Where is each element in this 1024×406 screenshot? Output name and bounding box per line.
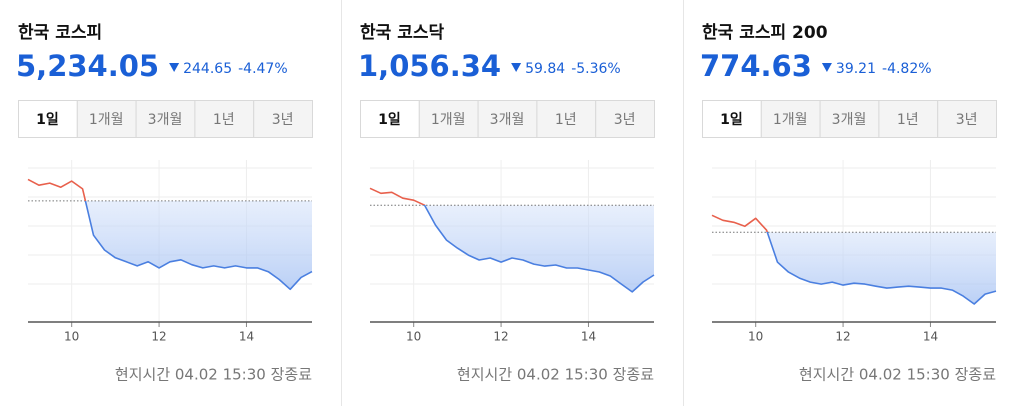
change-pct: -4.47% — [238, 61, 288, 77]
tab[interactable] — [702, 100, 762, 138]
change-pct: -5.36% — [571, 61, 621, 77]
tab-label[interactable]: 3개월 — [832, 112, 867, 128]
tab[interactable] — [536, 100, 597, 138]
tab-label[interactable]: 1년 — [897, 112, 919, 128]
tab-label[interactable]: 3개월 — [490, 112, 525, 128]
footer: 현지시간 04.02 15:30 장종료 — [457, 366, 654, 384]
index-price: 5,234.05 — [16, 49, 159, 83]
change: 244.65 — [183, 61, 232, 77]
x-tick-label: 14 — [581, 330, 596, 344]
tab-label[interactable]: 3년 — [272, 112, 294, 128]
index-card: 한국 코스피 5,234.05 244.65 -4.47% 1일 1개월 3개월 1년 3년 10… — [16, 23, 313, 384]
footer: 현지시간 04.02 15:30 장종료 — [799, 366, 996, 384]
tab-label[interactable]: 1개월 — [773, 112, 808, 128]
tab-label[interactable]: 1일 — [720, 112, 743, 128]
down-arrow — [169, 63, 180, 72]
tab-label[interactable]: 1개월 — [89, 112, 124, 128]
index-title: 한국 코스피 — [18, 23, 102, 43]
tab-label[interactable]: 3개월 — [148, 112, 183, 128]
tab-label[interactable]: 3년 — [614, 112, 636, 128]
tab-label[interactable]: 1년 — [555, 112, 577, 128]
x-tick-label: 12 — [835, 330, 850, 344]
x-tick-label: 10 — [748, 330, 763, 344]
footer: 현지시간 04.02 15:30 장종료 — [115, 366, 312, 384]
x-tick-label: 12 — [151, 330, 166, 344]
index-title: 한국 코스피 200 — [702, 23, 828, 43]
down-arrow — [821, 63, 832, 72]
tab[interactable] — [18, 100, 78, 138]
x-tick-label: 10 — [406, 330, 421, 344]
area — [424, 205, 654, 292]
tab[interactable] — [253, 100, 313, 138]
change-pct: -4.82% — [882, 61, 932, 77]
down-arrow — [511, 63, 522, 72]
tab-label[interactable]: 1일 — [378, 112, 401, 128]
x-tick-label: 14 — [239, 330, 254, 344]
tab-label[interactable]: 3년 — [956, 112, 978, 128]
change: 59.84 — [525, 61, 565, 77]
x-tick-label: 10 — [64, 330, 79, 344]
price-line — [27, 178, 313, 291]
area — [767, 232, 996, 304]
tab[interactable] — [878, 100, 939, 138]
index-card: 한국 코스닥 1,056.34 59.84 -5.36% 1일 1개월 3개월 1년 3년 10 1… — [358, 23, 655, 384]
index-title: 한국 코스닥 — [360, 23, 444, 43]
tab[interactable] — [819, 100, 880, 138]
price-line — [369, 187, 655, 293]
tab-label[interactable]: 1개월 — [431, 112, 466, 128]
index-card: 한국 코스피 200 774.63 39.21 -4.82% 1일 1개월 3개월 1년 3년 1… — [700, 23, 997, 384]
change: 39.21 — [836, 61, 876, 77]
index-price: 774.63 — [700, 49, 812, 83]
tab[interactable] — [76, 100, 137, 138]
index-price: 1,056.34 — [358, 49, 501, 83]
price-line — [711, 214, 997, 305]
tab[interactable] — [194, 100, 255, 138]
tab[interactable] — [135, 100, 196, 138]
tab[interactable] — [360, 100, 420, 138]
x-tick-label: 14 — [923, 330, 938, 344]
tab-label[interactable]: 1년 — [213, 112, 235, 128]
x-tick-label: 12 — [493, 330, 508, 344]
tab[interactable] — [937, 100, 997, 138]
tab[interactable] — [760, 100, 821, 138]
tab-label[interactable]: 1일 — [36, 112, 59, 128]
tab[interactable] — [595, 100, 655, 138]
tab[interactable] — [477, 100, 538, 138]
